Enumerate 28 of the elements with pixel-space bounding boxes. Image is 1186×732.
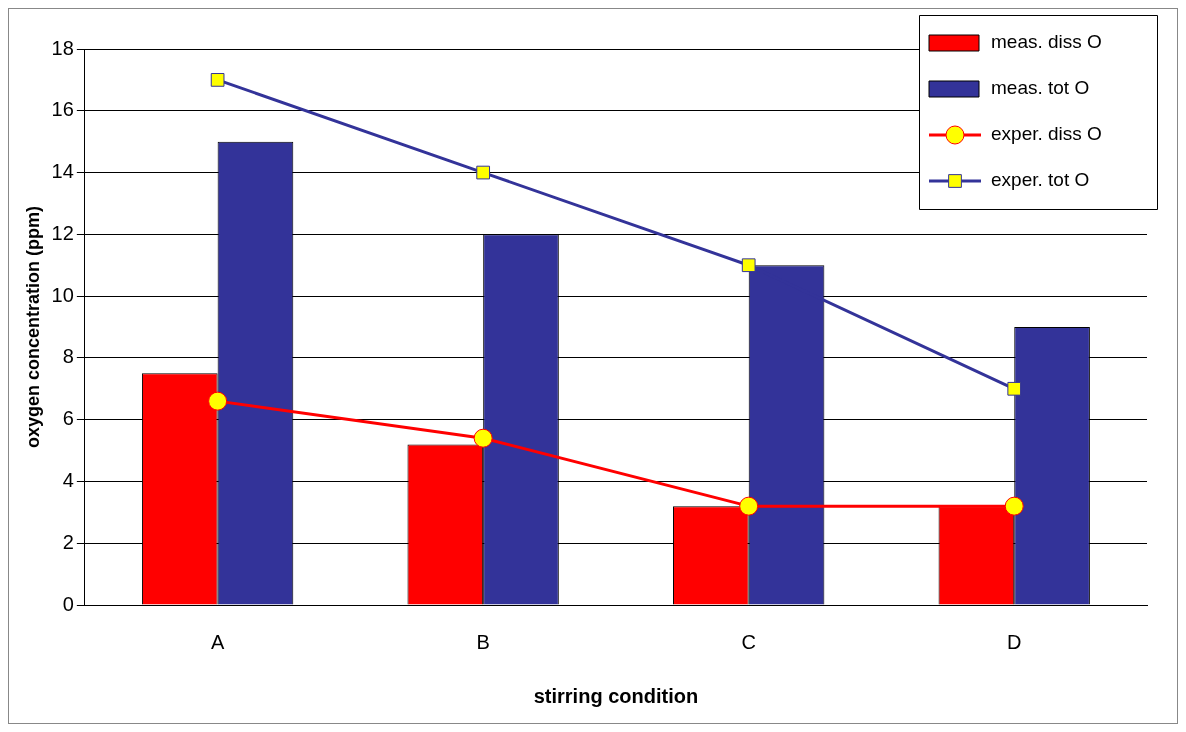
legend-label: exper. diss O <box>991 123 1102 145</box>
legend-label: exper. tot O <box>991 169 1090 191</box>
x-tick-label: C <box>741 630 756 653</box>
y-tick-label: 2 <box>62 530 74 553</box>
point <box>739 496 759 516</box>
point <box>741 258 756 273</box>
legend-label: meas. diss O <box>991 31 1102 53</box>
legend-label: meas. tot O <box>991 77 1090 99</box>
point <box>210 73 225 87</box>
y-axis-title: oxygen concentration (ppm) <box>22 205 43 449</box>
x-tick-label: A <box>210 630 225 653</box>
y-tick-label: 0 <box>62 592 74 615</box>
x-tick-label: D <box>1007 630 1022 653</box>
y-tick-label: 4 <box>62 468 74 491</box>
point <box>473 428 493 448</box>
x-axis-title: stirring condition <box>533 684 699 707</box>
y-tick-label: 18 <box>51 36 74 59</box>
x-tick-label: B <box>476 630 490 653</box>
y-tick-label: 10 <box>51 283 74 306</box>
y-tick-label: 8 <box>62 345 74 368</box>
y-tick-label: 12 <box>51 221 74 244</box>
point <box>1007 381 1022 396</box>
point <box>1004 496 1024 516</box>
y-tick-label: 14 <box>51 160 74 183</box>
y-tick-label: 6 <box>62 407 74 430</box>
y-tick-label: 16 <box>51 98 74 121</box>
point <box>476 165 491 180</box>
point <box>208 391 228 411</box>
